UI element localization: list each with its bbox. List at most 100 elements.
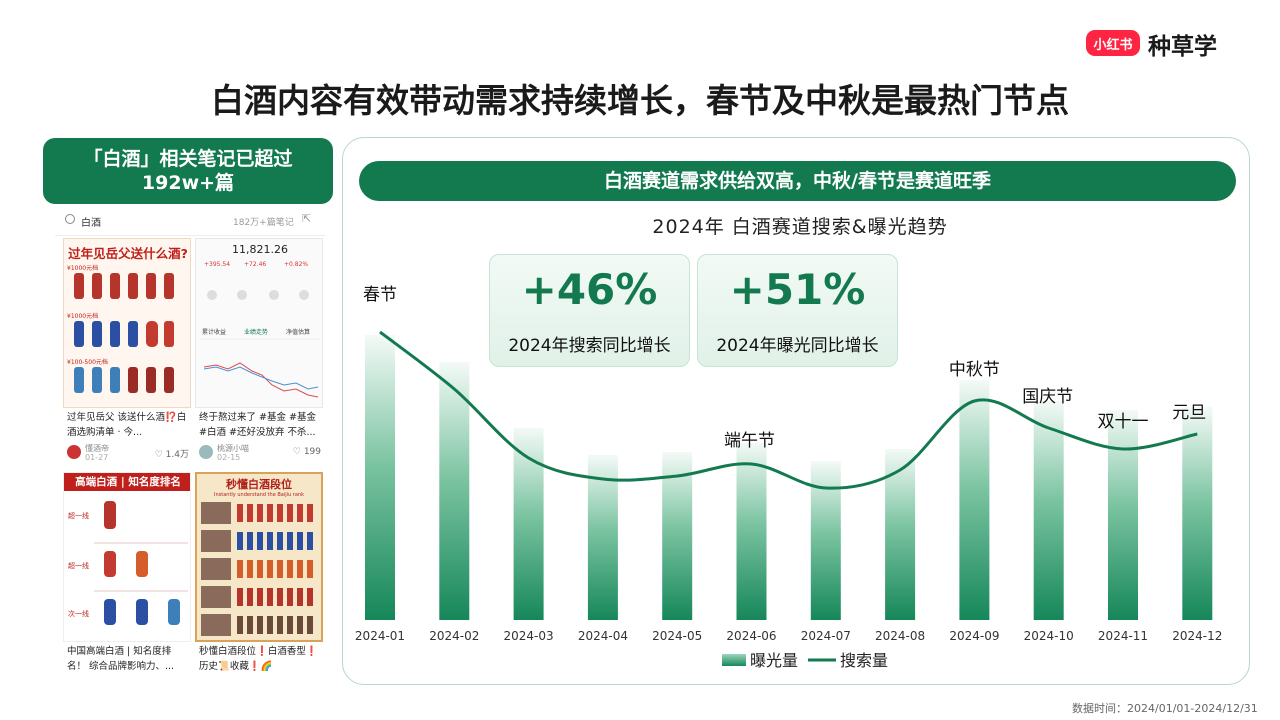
search-icon bbox=[65, 214, 75, 224]
thumb-label: ¥1000元档 bbox=[67, 265, 99, 272]
x-tick-label: 2024-12 bbox=[1172, 629, 1222, 643]
author-name: 桃源小喵 bbox=[217, 444, 249, 453]
brand-name: 种草学 bbox=[1148, 34, 1217, 60]
note-card[interactable]: 高端白酒 | 知名度排名 超一线 超一线 次一线 中国高端白酒 | 知名度排名！… bbox=[63, 472, 191, 674]
thumb-label: +395.54 bbox=[204, 261, 231, 268]
thumb-label: +72.46 bbox=[244, 261, 267, 268]
like-count-value: 1.4万 bbox=[165, 450, 189, 460]
note-text: 过年见岳父 该送什么酒⁉️白酒选购清单 · 今... bbox=[67, 412, 187, 438]
banner-line-2: 192w+篇 bbox=[141, 172, 235, 194]
thumb-label: +0.82% bbox=[284, 261, 309, 268]
note-text: 秒懂白酒段位❗白酒香型❗历史📜收藏❗🌈 bbox=[199, 646, 318, 672]
like-count-value: 199 bbox=[303, 447, 321, 457]
note-text: 终于熬过来了 #基金 #基金 #白酒 #还好没放弃 不杀... bbox=[199, 412, 316, 438]
x-tick-label: 2024-03 bbox=[504, 629, 554, 643]
legend-bar-swatch bbox=[722, 654, 746, 666]
thumb-tab: 业绩走势 bbox=[244, 329, 269, 336]
holiday-label: 国庆节 bbox=[1022, 387, 1073, 407]
x-tick-label: 2024-05 bbox=[652, 629, 702, 643]
page-title: 白酒内容有效带动需求持续增长，春节及中秋是最热门节点 bbox=[211, 81, 1069, 120]
exposure-bar bbox=[439, 362, 470, 620]
note-card[interactable]: 过年见岳父送什么酒? ¥1000元档 ¥1000元档 ¥100-500元档 过年… bbox=[63, 238, 191, 468]
thumb-title: 过年见岳父送什么酒? bbox=[68, 246, 188, 261]
legend: 曝光量 搜索量 bbox=[722, 651, 888, 670]
holiday-label: 元旦 bbox=[1172, 403, 1206, 423]
thumb-label: ¥1000元档 bbox=[67, 313, 99, 320]
thumb-label: 超一线 bbox=[68, 512, 89, 520]
search-query: 白酒 bbox=[81, 218, 101, 229]
chart-banner: 白酒赛道需求供给双高，中秋/春节是赛道旺季 bbox=[359, 161, 1236, 201]
banner-line-1: 「白酒」相关笔记已超过 bbox=[83, 148, 293, 170]
thumb-label: 超一线 bbox=[68, 562, 89, 570]
exposure-bar bbox=[662, 452, 693, 620]
notes-count-banner: 「白酒」相关笔记已超过 192w+篇 bbox=[43, 138, 333, 204]
exposure-growth-label: 2024年曝光同比增长 bbox=[716, 336, 879, 356]
search-bar[interactable]: 白酒 182万+篇笔记 ⇱ bbox=[55, 206, 325, 236]
avatar bbox=[199, 445, 213, 459]
x-tick-label: 2024-06 bbox=[726, 629, 776, 643]
exposure-bar bbox=[365, 335, 395, 620]
exposure-growth-card: +51% 2024年曝光同比增长 bbox=[697, 254, 898, 367]
x-tick-label: 2024-07 bbox=[801, 629, 851, 643]
exposure-growth-value: +51% bbox=[729, 265, 866, 314]
holiday-label: 春节 bbox=[363, 285, 397, 305]
post-date: 02-15 bbox=[217, 453, 241, 462]
thumb-title: 秒懂白酒段位 bbox=[226, 478, 292, 491]
holiday-label: 端午节 bbox=[724, 431, 775, 451]
legend-line-label: 搜索量 bbox=[840, 651, 888, 670]
x-tick-label: 2024-11 bbox=[1098, 629, 1148, 643]
x-tick-label: 2024-01 bbox=[355, 629, 405, 643]
note-author-row: 桃源小喵 02-15 ♡ 199 bbox=[199, 443, 323, 463]
search-growth-label: 2024年搜索同比增长 bbox=[508, 336, 671, 356]
bottle-rank-grid bbox=[201, 502, 313, 636]
x-tick-label: 2024-02 bbox=[429, 629, 479, 643]
avatar bbox=[67, 445, 81, 459]
note-thumbnail: 11,821.26 +395.54 +72.46 +0.82% 累计收益 业绩走… bbox=[195, 238, 323, 408]
bottle-grid bbox=[74, 273, 174, 393]
chart-title: 2024年 白酒赛道搜索&曝光趋势 bbox=[652, 216, 948, 238]
post-date: 01-27 bbox=[85, 453, 109, 462]
x-tick-label: 2024-08 bbox=[875, 629, 925, 643]
note-card[interactable]: 秒懂白酒段位 Instantly understand the Baijiu r… bbox=[195, 472, 323, 674]
legend-bar-label: 曝光量 bbox=[750, 651, 798, 670]
exposure-bar bbox=[810, 461, 841, 620]
exposure-bar bbox=[885, 449, 916, 620]
exposure-bar bbox=[1033, 401, 1064, 620]
note-thumbnail: 过年见岳父送什么酒? ¥1000元档 ¥1000元档 ¥100-500元档 bbox=[63, 238, 191, 408]
holiday-label: 双十一 bbox=[1098, 412, 1149, 432]
ranking-bottles bbox=[94, 501, 188, 625]
search-result-count: 182万+篇笔记 bbox=[233, 218, 294, 228]
exposure-bar bbox=[587, 455, 618, 620]
search-volume-line bbox=[379, 330, 1198, 490]
thumb-tab: 累计收益 bbox=[202, 329, 227, 336]
author-name: 懂酒帝 bbox=[85, 444, 109, 453]
fund-line-chart bbox=[200, 290, 320, 398]
thumb-label: ¥100-500元档 bbox=[67, 359, 108, 366]
holiday-label: 中秋节 bbox=[949, 360, 1000, 380]
note-thumbnail: 秒懂白酒段位 Instantly understand the Baijiu r… bbox=[195, 472, 323, 642]
thumb-title: 高端白酒 | 知名度排名 bbox=[64, 473, 190, 491]
exposure-bar bbox=[1108, 410, 1138, 620]
xhs-logo: 小红书 bbox=[1086, 30, 1140, 56]
chart-panel bbox=[342, 137, 1250, 685]
search-growth-card: +46% 2024年搜索同比增长 bbox=[489, 254, 690, 367]
note-thumbnail: 高端白酒 | 知名度排名 超一线 超一线 次一线 bbox=[63, 472, 191, 642]
filter-icon[interactable]: ⇱ bbox=[302, 212, 312, 225]
like-count[interactable]: ♡ 199 bbox=[292, 447, 321, 457]
x-axis-labels: 2024-01 2024-02 2024-03 2024-04 2024-05 2024-… bbox=[355, 629, 1222, 643]
thumb-label: 次一线 bbox=[68, 610, 89, 618]
like-count[interactable]: ♡ 1.4万 bbox=[154, 450, 189, 460]
note-author-row: 懂酒帝 01-27 ♡ 1.4万 bbox=[67, 443, 191, 463]
exposure-bar bbox=[1182, 407, 1213, 620]
thumb-title: 11,821.26 bbox=[232, 243, 288, 256]
note-card[interactable]: 11,821.26 +395.54 +72.46 +0.82% 累计收益 业绩走… bbox=[195, 238, 323, 468]
thumb-label: Instantly understand the Baijiu rank bbox=[214, 492, 304, 498]
search-growth-value: +46% bbox=[521, 265, 658, 314]
thumb-tab: 净值估算 bbox=[286, 329, 311, 336]
exposure-bar bbox=[736, 443, 767, 620]
note-text: 中国高端白酒 | 知名度排名！ 综合品牌影响力、... bbox=[67, 646, 175, 672]
data-period: 数据时间：2024/01/01-2024/12/31 bbox=[1072, 702, 1258, 715]
exposure-bar bbox=[513, 428, 544, 620]
xhs-search-screenshot: 白酒 182万+篇笔记 ⇱ 过年见岳父送什么酒? ¥1000元档 ¥1000元档… bbox=[55, 204, 325, 674]
